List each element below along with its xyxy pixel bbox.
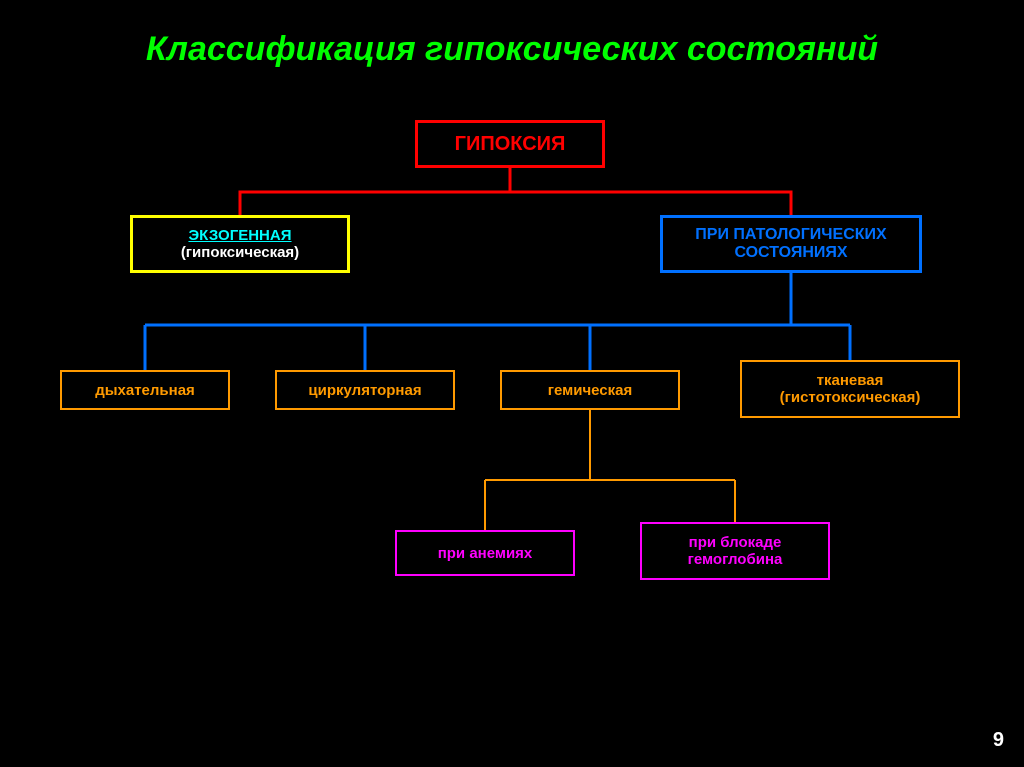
slide-title: Классификация гипоксических состояний <box>0 30 1024 69</box>
node-label-bottom: (гипоксическая) <box>181 244 299 261</box>
node-hemoglobin-block: при блокаде гемоглобина <box>640 522 830 580</box>
node-label: гемическая <box>548 382 633 399</box>
node-label-bottom: (гистотоксическая) <box>780 389 921 406</box>
node-exogenous: ЭКЗОГЕННАЯ (гипоксическая) <box>130 215 350 273</box>
node-hypoxia-root: ГИПОКСИЯ <box>415 120 605 168</box>
node-label-bottom: гемоглобина <box>688 551 783 568</box>
node-hemic: гемическая <box>500 370 680 410</box>
node-anemia: при анемиях <box>395 530 575 576</box>
node-circulatory: циркуляторная <box>275 370 455 410</box>
node-label-top: ПРИ ПАТОЛОГИЧЕСКИХ <box>695 226 886 244</box>
node-label: ГИПОКСИЯ <box>455 133 566 156</box>
node-label-top: тканевая <box>817 372 884 389</box>
node-label-top: при блокаде <box>689 534 782 551</box>
node-label: циркуляторная <box>308 382 421 399</box>
node-label: дыхательная <box>95 382 195 399</box>
node-label: при анемиях <box>438 545 533 562</box>
node-label-top: ЭКЗОГЕННАЯ <box>188 227 291 244</box>
node-label-bottom: СОСТОЯНИЯХ <box>734 244 847 262</box>
node-respiratory: дыхательная <box>60 370 230 410</box>
page-number: 9 <box>993 729 1004 752</box>
node-tissue: тканевая (гистотоксическая) <box>740 360 960 418</box>
node-pathological: ПРИ ПАТОЛОГИЧЕСКИХ СОСТОЯНИЯХ <box>660 215 922 273</box>
